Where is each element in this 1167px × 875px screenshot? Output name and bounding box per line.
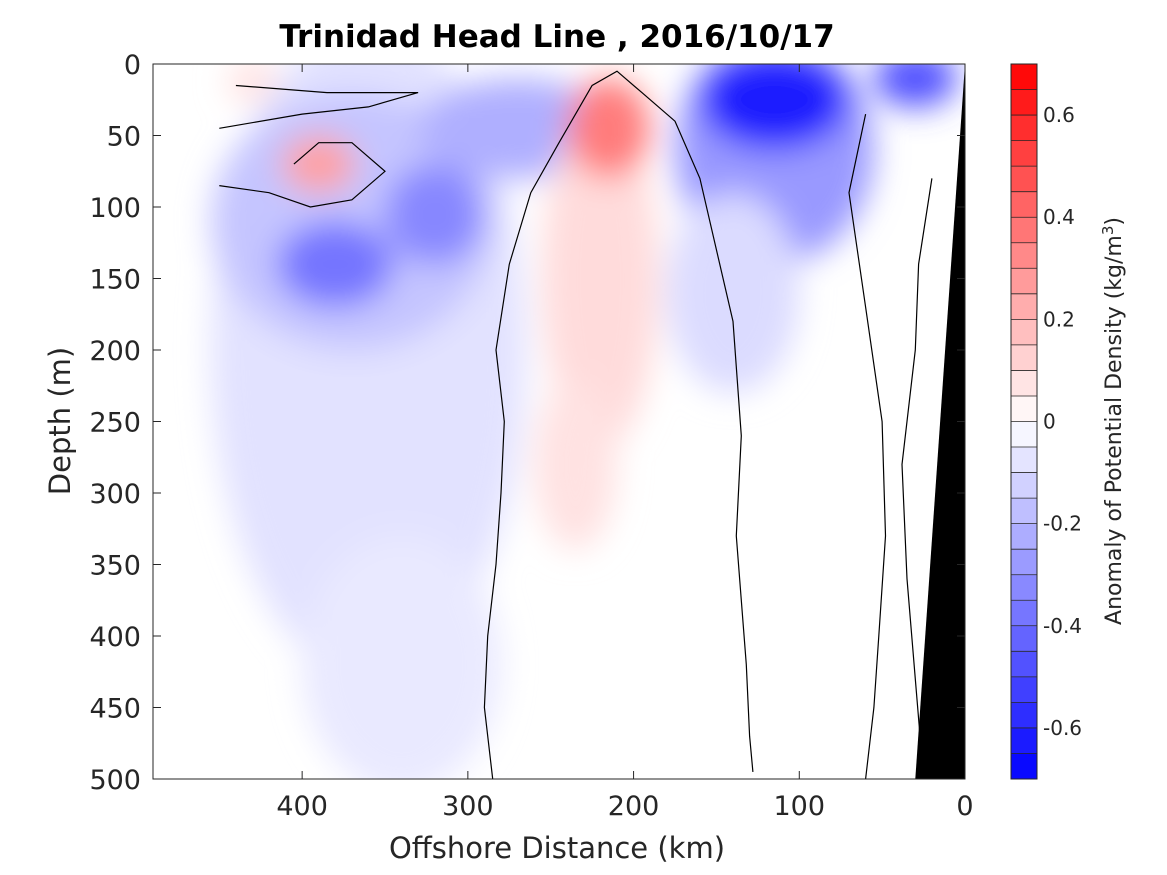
colorbar-title: Anomaly of Potential Density (kg/m3) [1099, 217, 1127, 625]
plot-area [153, 64, 965, 779]
colorbar-frame [1010, 63, 1038, 780]
anomaly-blue-eddy [385, 164, 485, 265]
colorbar-segment [1011, 344, 1037, 371]
anomaly-light-blue-deep [302, 535, 501, 779]
colorbar-tick-label: 0 [1043, 410, 1056, 434]
x-axis: 400 300 200 100 0 [276, 64, 974, 822]
colorbar-segment [1011, 727, 1037, 754]
colorbar-segment [1011, 370, 1037, 397]
y-tick-label: 350 [89, 551, 141, 582]
y-tick-label: 150 [89, 265, 141, 296]
colorbar-segment [1011, 625, 1037, 652]
colorbar-segment [1011, 702, 1037, 729]
colorbar-tick-label: 0.4 [1043, 205, 1075, 229]
colorbar-title-close: ) [1102, 217, 1127, 226]
colorbar-title-superscript: 3 [1099, 226, 1117, 236]
zero-contour-3 [219, 84, 419, 129]
colorbar-segment [1011, 600, 1037, 627]
x-tick-label: 0 [956, 791, 973, 822]
x-tick-label: 200 [608, 791, 660, 822]
field-blobs [211, 64, 957, 779]
colorbar-segment [1011, 64, 1037, 91]
colorbar-segment [1011, 523, 1037, 550]
y-tick-label: 500 [89, 765, 141, 796]
colorbar-segment [1011, 395, 1037, 422]
colorbar-tick-label: -0.2 [1043, 512, 1082, 536]
zero-contour-0 [483, 70, 754, 779]
y-tick-label: 300 [89, 479, 141, 510]
colorbar-segment [1011, 753, 1037, 780]
colorbar-segment [1011, 319, 1037, 346]
colorbar: -0.6 -0.4 -0.2 0 0.2 0.4 0.6 [1010, 63, 1082, 780]
y-axis-title: Depth (m) [43, 347, 77, 495]
anomaly-red-core [567, 78, 651, 179]
y-axis: 0 50 100 150 200 250 300 350 400 450 500 [89, 50, 965, 796]
colorbar-segment [1011, 140, 1037, 167]
x-axis-title: Offshore Distance (km) [389, 831, 725, 865]
x-tick-label: 300 [442, 791, 494, 822]
zero-contours [219, 70, 933, 779]
anomaly-blue-surface-core [699, 64, 849, 150]
colorbar-segment [1011, 89, 1037, 116]
zero-contour-1 [848, 113, 887, 779]
anomaly-red-surface [227, 64, 278, 103]
colorbar-segment [1011, 166, 1037, 193]
colorbar-segment [1011, 115, 1037, 142]
colorbar-segment [1011, 217, 1037, 244]
colorbar-segment [1011, 651, 1037, 678]
y-tick-label: 450 [89, 694, 141, 725]
x-tick-label: 400 [276, 791, 328, 822]
colorbar-tick-label: 0.2 [1043, 307, 1075, 331]
colorbar-tick-label: -0.4 [1043, 614, 1082, 638]
chart-title: Trinidad Head Line , 2016/10/17 [279, 19, 834, 55]
colorbar-segment [1011, 421, 1037, 448]
anomaly-red-lens [282, 135, 356, 193]
colorbar-tick-label: -0.6 [1043, 716, 1082, 740]
y-tick-label: 250 [89, 408, 141, 439]
anomaly-blue-core-offshore [277, 221, 394, 308]
zero-contour-2 [901, 178, 933, 779]
colorbar-segment [1011, 191, 1037, 218]
colorbar-segment [1011, 268, 1037, 295]
anomaly-red-column [542, 106, 659, 451]
y-tick-label: 400 [89, 622, 141, 653]
x-tick-label: 100 [774, 791, 826, 822]
colorbar-segment [1011, 574, 1037, 601]
y-tick-label: 100 [89, 193, 141, 224]
colorbar-title-main: Anomaly of Potential Density (kg/m [1102, 235, 1127, 625]
colorbar-tick-label: 0.6 [1043, 103, 1075, 127]
colorbar-segment [1011, 447, 1037, 474]
bathymetry-shelf [915, 64, 965, 779]
anomaly-blue-nearshore [873, 64, 957, 107]
anomaly-blue-band-offshore [211, 92, 493, 350]
colorbar-segment [1011, 472, 1037, 499]
zero-contour-4 [219, 142, 386, 208]
colorbar-segment [1011, 676, 1037, 703]
y-tick-label: 200 [89, 336, 141, 367]
colorbar-segment [1011, 242, 1037, 269]
y-tick-label: 0 [124, 50, 141, 81]
colorbar-segment [1011, 549, 1037, 576]
anomaly-field [211, 64, 957, 779]
anomaly-blue-descending [666, 192, 800, 393]
colorbar-segment [1011, 293, 1037, 320]
anomaly-red-column-deep [534, 378, 617, 551]
colorbar-segment [1011, 498, 1037, 525]
y-tick-label: 50 [107, 122, 141, 153]
